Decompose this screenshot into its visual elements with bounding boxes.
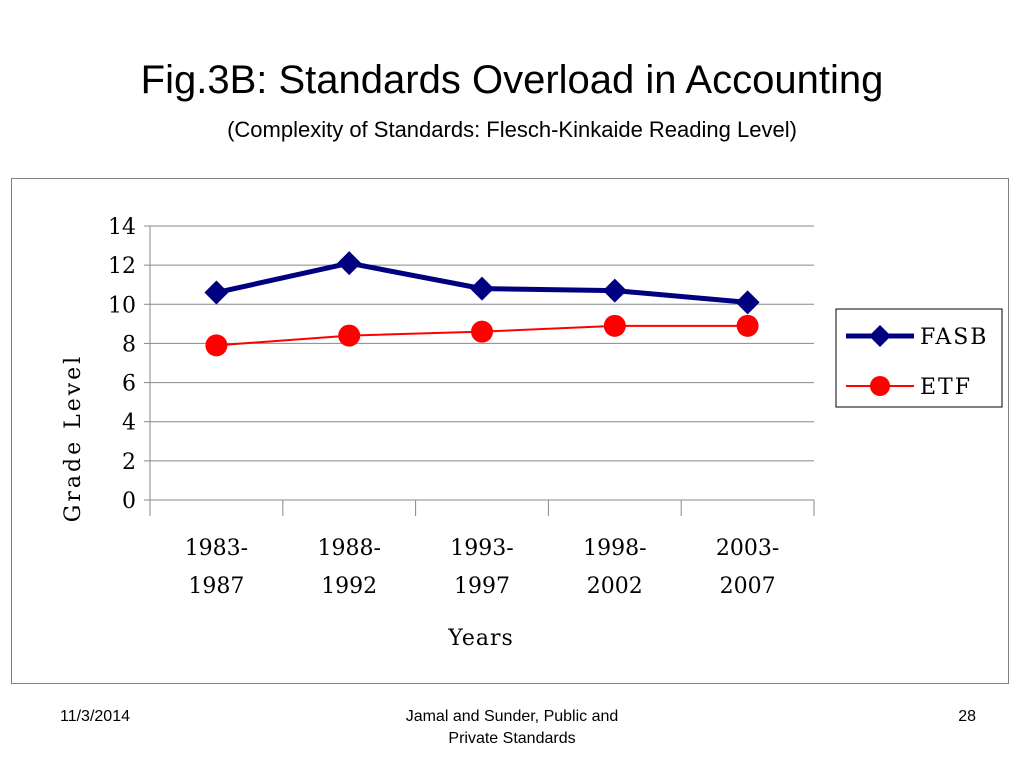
- legend: FASB ETF: [835, 308, 1003, 408]
- data-point-etf: [603, 314, 626, 337]
- legend-label-etf: ETF: [920, 375, 972, 400]
- x-tick-label: 1983-: [185, 536, 248, 561]
- slide-subtitle: (Complexity of Standards: Flesch-Kinkaid…: [227, 117, 797, 142]
- x-tick-label: 1998-: [583, 536, 646, 561]
- y-tick-label: 14: [108, 215, 136, 240]
- series-lines: [204, 251, 760, 357]
- legend-label-fasb: FASB: [920, 325, 988, 350]
- data-point-etf: [471, 320, 493, 343]
- x-tick-label: 1997: [454, 574, 510, 599]
- axis-labels: Grade Level Years 0 2 4 6 8 10 12 14 1983- 1987 19…: [61, 215, 779, 651]
- x-axis-label: Years: [447, 626, 514, 651]
- y-tick-label: 6: [122, 372, 136, 397]
- data-point-fasb: [602, 278, 627, 303]
- data-point-fasb: [337, 251, 362, 276]
- line-chart: Grade Level Years 0 2 4 6 8 10 12 14 1983- 1987 19…: [61, 215, 1003, 651]
- data-point-fasb: [204, 280, 229, 305]
- y-tick-label: 8: [122, 332, 136, 357]
- footer-source: Jamal and Sunder, Public and Private Sta…: [312, 706, 712, 750]
- y-tick-label: 0: [122, 489, 136, 514]
- x-tick-label: 2002: [587, 574, 643, 599]
- axes: [144, 225, 815, 516]
- x-tick-label: 1988-: [317, 536, 380, 561]
- x-tick-label: 1987: [188, 574, 244, 599]
- y-axis-label: Grade Level: [61, 354, 86, 522]
- slide-title: Fig.3B: Standards Overload in Accounting: [140, 58, 884, 102]
- data-point-fasb: [735, 290, 760, 315]
- data-point-fasb: [470, 276, 494, 301]
- x-tick-label: 1993-: [450, 536, 513, 561]
- data-point-etf: [205, 334, 228, 357]
- legend-marker-fasb: [869, 325, 891, 347]
- y-tick-label: 2: [122, 450, 136, 475]
- y-tick-label: 10: [108, 293, 136, 318]
- footer-source-line2: Private Standards: [448, 730, 576, 747]
- data-point-etf: [736, 314, 759, 337]
- x-tick-label: 1992: [321, 574, 377, 599]
- footer-date: 11/3/2014: [60, 708, 130, 725]
- footer-page-number: 28: [958, 708, 976, 725]
- gridlines: [150, 225, 814, 462]
- footer-source-line1: Jamal and Sunder, Public and: [405, 708, 619, 725]
- x-tick-label: 2003-: [716, 536, 779, 561]
- y-tick-label: 12: [108, 254, 136, 279]
- x-tick-label: 2007: [720, 574, 776, 599]
- data-point-etf: [338, 324, 361, 347]
- chart-frame: Grade Level Years 0 2 4 6 8 10 12 14 1983- 1987 19…: [11, 178, 1009, 684]
- legend-marker-etf: [870, 376, 890, 396]
- legend-box: [835, 308, 1003, 408]
- y-tick-label: 4: [122, 411, 136, 436]
